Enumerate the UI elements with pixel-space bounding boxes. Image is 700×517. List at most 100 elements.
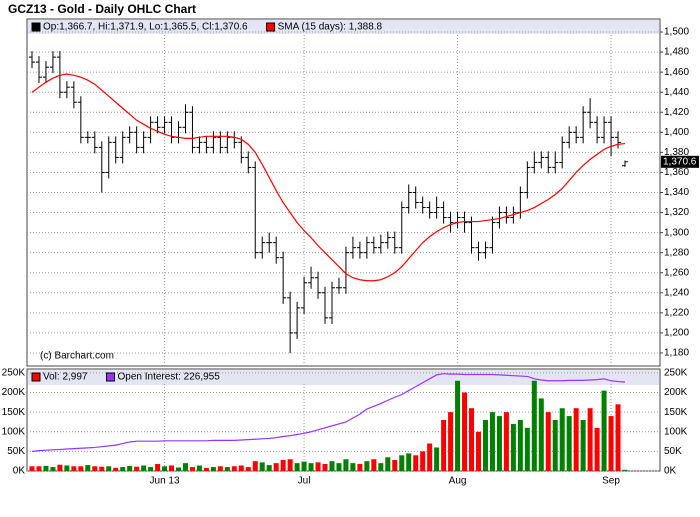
y-tick-label: 1,460 (664, 67, 689, 78)
volume-bar (134, 466, 140, 471)
volume-bar (64, 465, 70, 471)
y-tick-label: 250K (664, 368, 688, 379)
volume-bar (482, 420, 488, 471)
volume-bar (510, 423, 516, 471)
x-tick-label: Sep (602, 476, 620, 487)
volume-bar (566, 416, 572, 471)
volume-bar (259, 462, 265, 471)
volume-bar (350, 463, 356, 471)
last-value-label: 1,370.6 (663, 156, 697, 167)
volume-bar (57, 464, 63, 471)
volume-bar (531, 380, 537, 471)
last-value-box (661, 155, 699, 168)
chart-title: GCZ13 - Gold - Daily OHLC Chart (8, 2, 196, 16)
volume-bar (427, 443, 433, 471)
y-tick-label: 1,480 (664, 47, 689, 58)
volume-bar (378, 463, 384, 471)
y-tick-label: 1,380 (664, 147, 689, 158)
volume-bar (420, 451, 426, 471)
volume-bar (280, 460, 286, 471)
y-tick-label: 1,220 (664, 307, 689, 318)
price-legend-band (28, 20, 659, 34)
price-panel (26, 18, 661, 367)
volume-bar (517, 420, 523, 471)
volume-bar (315, 462, 321, 471)
volume-bar (43, 465, 49, 471)
volume-bar (343, 459, 349, 471)
volume-bar (245, 467, 251, 471)
volume-bar (385, 457, 391, 471)
volume-bar (496, 416, 502, 471)
y-tick-label: 1,300 (664, 227, 689, 238)
volume-bar (524, 427, 530, 471)
volume-bar (301, 461, 307, 471)
volume-bar (155, 463, 161, 471)
y-tick-label: 50K (664, 446, 682, 457)
y-tick-label-left: 50K (7, 446, 25, 457)
volume-bar (308, 463, 314, 471)
legend-label: Open Interest: 226,955 (117, 372, 220, 383)
volume-bar (545, 412, 551, 471)
volume-bar (622, 469, 628, 471)
volume-legend-band (28, 370, 659, 385)
y-tick-label-left: 0K (13, 466, 26, 477)
volume-bar (587, 408, 593, 471)
volume-bar (448, 412, 454, 471)
volume-bar (364, 461, 370, 471)
y-tick-label: 150K (664, 407, 688, 418)
legend-swatch (31, 372, 41, 382)
volume-bar (71, 466, 77, 471)
volume-bar (141, 465, 147, 471)
volume-bar (552, 420, 558, 471)
volume-bar (252, 461, 258, 471)
volume-bar (217, 466, 223, 471)
volume-bar (287, 459, 293, 471)
x-tick-label: Jul (298, 476, 311, 487)
y-tick-label: 1,500 (664, 27, 689, 38)
volume-bar (120, 467, 126, 471)
volume-bar (399, 455, 405, 471)
y-tick-label: 1,200 (664, 328, 689, 339)
volume-bar (176, 467, 182, 471)
volume-bar (455, 380, 461, 471)
y-tick-label-left: 200K (2, 387, 26, 398)
legend-label: SMA (15 days): 1,388.8 (278, 22, 383, 33)
y-tick-label: 1,420 (664, 107, 689, 118)
volume-bar (357, 463, 363, 471)
volume-bar (50, 467, 56, 471)
volume-bar (196, 465, 202, 471)
volume-bar (322, 463, 328, 471)
x-tick-label: Aug (449, 476, 467, 487)
y-tick-label: 1,320 (664, 207, 689, 218)
volume-bar (615, 404, 621, 471)
volume-bar (231, 466, 237, 471)
legend-swatch (266, 22, 276, 32)
volume-bar (148, 467, 154, 471)
volume-bar (462, 392, 468, 471)
y-tick-label-left: 150K (2, 407, 26, 418)
volume-bar (489, 412, 495, 471)
y-tick-label-left: 100K (2, 426, 26, 437)
legend-label: Op:1,366.7, Hi:1,371.9, Lo:1,365.5, Cl:1… (43, 22, 248, 33)
y-tick-label: 1,400 (664, 127, 689, 138)
volume-bar (182, 463, 188, 471)
volume-bar (189, 467, 195, 471)
volume-bar (434, 447, 440, 471)
volume-bar (106, 466, 112, 471)
volume-bar (266, 465, 272, 471)
x-tick-label: Jun 13 (150, 476, 180, 487)
volume-bar (406, 453, 412, 471)
volume-bar (203, 467, 209, 471)
volume-bar (85, 465, 91, 471)
volume-bar (210, 467, 216, 471)
y-tick-label: 1,340 (664, 187, 689, 198)
y-tick-label: 100K (664, 426, 688, 437)
volume-bar (169, 465, 175, 471)
volume-bar (573, 408, 579, 471)
volume-bar (224, 467, 230, 471)
y-tick-label: 1,440 (664, 87, 689, 98)
legend-label: Vol: 2,997 (43, 372, 88, 383)
volume-bar (413, 455, 419, 471)
volume-bar (294, 463, 300, 471)
